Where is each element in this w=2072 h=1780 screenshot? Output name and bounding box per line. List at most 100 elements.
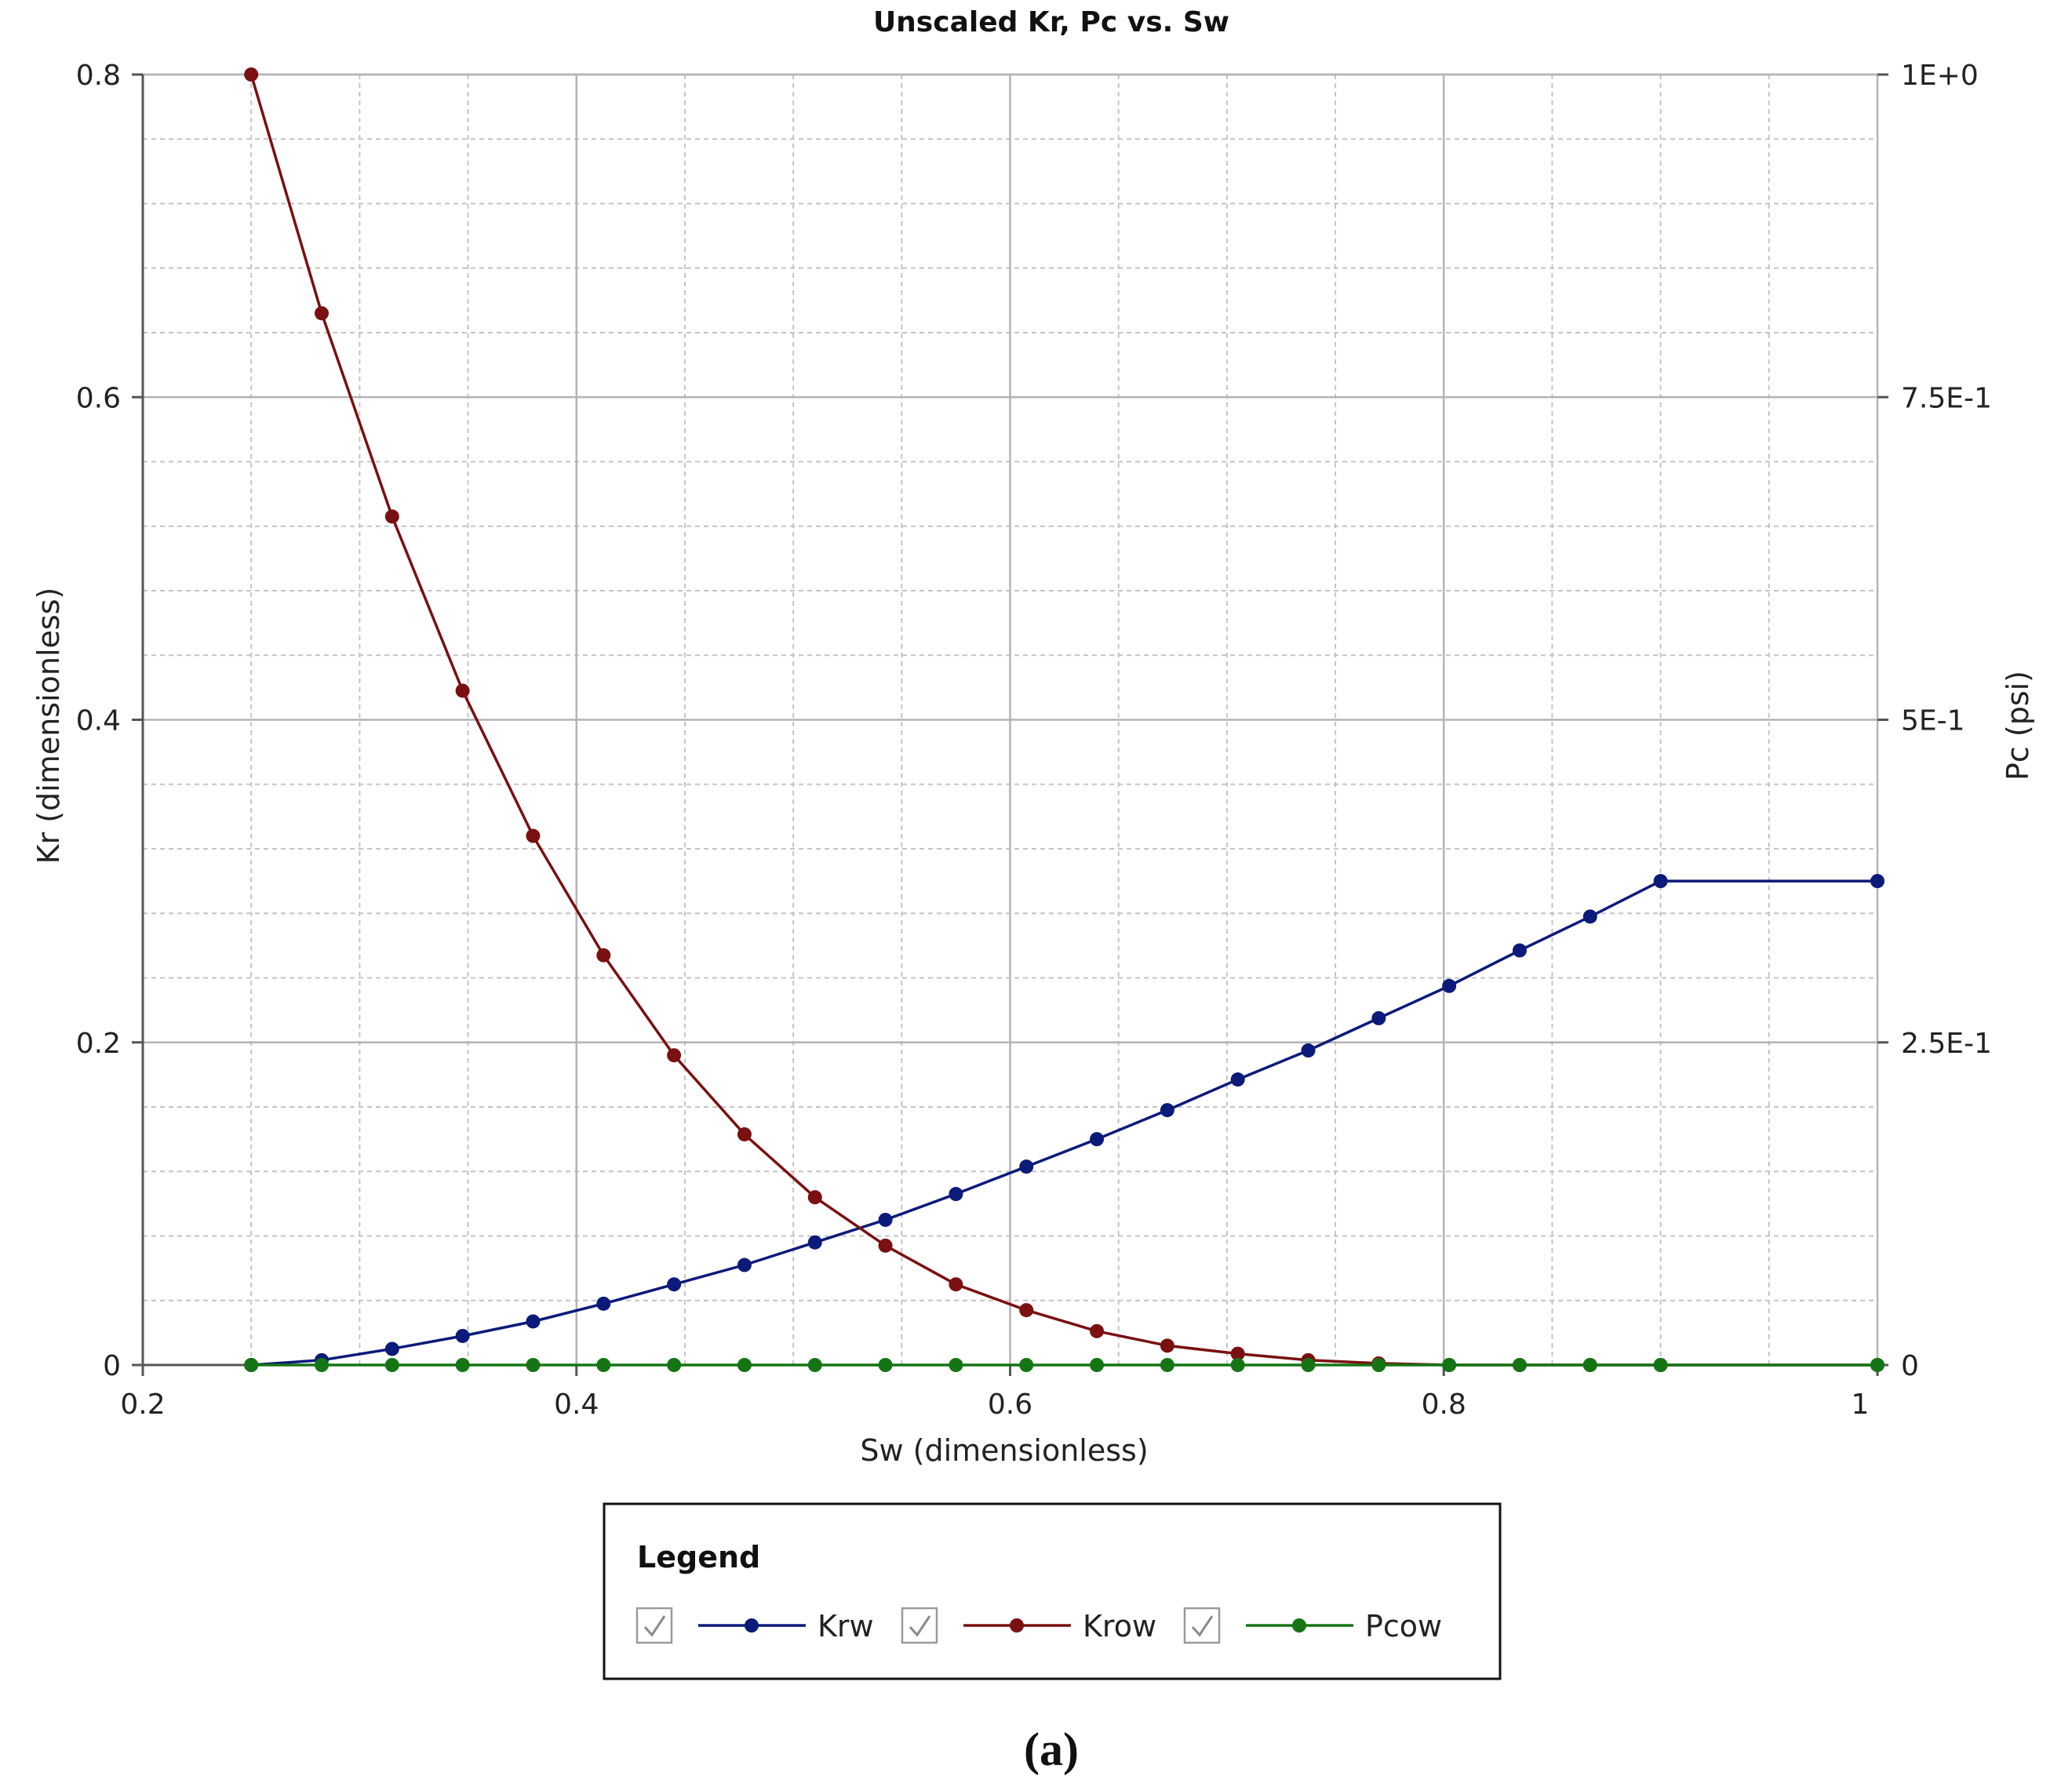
y-tick-label: 0.8 (76, 60, 121, 92)
series-layer (244, 67, 1884, 1372)
checkmark-icon (643, 1615, 666, 1637)
data-point-krow (244, 67, 259, 82)
data-point-krw (455, 1328, 470, 1343)
data-point-pcow (384, 1358, 399, 1372)
data-point-pcow (1090, 1358, 1105, 1372)
data-point-krw (596, 1296, 611, 1311)
legend-swatch-marker-krw (745, 1618, 759, 1633)
data-point-krw (949, 1187, 963, 1202)
y2-tick-label: 5E-1 (1901, 705, 1965, 737)
data-point-krw (1870, 874, 1884, 889)
legend-items: Krw Krow Pcow (635, 1607, 1442, 1644)
legend-item-krow[interactable]: Krow (901, 1607, 1156, 1644)
legend-checkbox-pcow[interactable] (1183, 1607, 1221, 1644)
data-point-pcow (1019, 1358, 1034, 1372)
data-point-krow (315, 306, 330, 321)
y2-tick-label: 0 (1901, 1350, 1919, 1382)
y2-axis-title: Pc (psi) (2001, 671, 2035, 781)
legend-item-pcow[interactable]: Pcow (1183, 1607, 1442, 1644)
data-point-pcow (455, 1358, 470, 1372)
legend-label-pcow: Pcow (1365, 1609, 1442, 1643)
y-tick-label: 0.4 (76, 705, 121, 737)
legend-box (603, 1502, 1502, 1680)
y-axis-title: Kr (dimensionless) (31, 588, 66, 865)
grid (143, 73, 1879, 1365)
data-point-pcow (1371, 1358, 1386, 1372)
data-point-krow (384, 509, 399, 524)
data-point-krw (1019, 1159, 1034, 1174)
data-point-pcow (244, 1358, 259, 1372)
checkmark-icon (909, 1615, 931, 1637)
checkmark-icon (1191, 1615, 1214, 1637)
legend-checkbox-krow[interactable] (901, 1607, 938, 1644)
data-point-pcow (596, 1358, 611, 1372)
data-point-krw (1653, 874, 1668, 889)
legend: Legend Krw Krow Pcow (603, 1502, 1502, 1680)
data-point-pcow (1870, 1358, 1884, 1372)
data-point-krow (596, 948, 611, 963)
data-point-pcow (1230, 1358, 1245, 1372)
y2-tick-label: 7.5E-1 (1901, 382, 1992, 414)
data-point-krow (949, 1277, 963, 1292)
data-point-krw (1442, 978, 1457, 993)
chart-title: Unscaled Kr, Pc vs. Sw (873, 6, 1229, 38)
x-tick-label: 0.6 (988, 1389, 1032, 1421)
data-point-pcow (1160, 1358, 1174, 1372)
data-point-krow (1160, 1338, 1174, 1353)
legend-swatch-marker-pcow (1292, 1618, 1306, 1633)
y-tick-label: 0.2 (76, 1028, 121, 1060)
y-tick-label: 0.6 (76, 382, 121, 414)
data-point-krw (667, 1277, 682, 1292)
data-point-pcow (526, 1358, 541, 1372)
data-point-krow (1019, 1303, 1034, 1318)
data-point-pcow (1582, 1358, 1597, 1372)
legend-title: Legend (637, 1540, 760, 1574)
data-point-krow (1090, 1323, 1105, 1338)
data-point-pcow (1512, 1358, 1527, 1372)
data-point-pcow (1301, 1358, 1316, 1372)
data-point-krow (1230, 1346, 1245, 1361)
data-point-krw (1512, 943, 1527, 958)
legend-label-krow: Krow (1083, 1609, 1156, 1643)
x-tick-label: 0.2 (120, 1389, 165, 1421)
data-point-krw (1230, 1072, 1245, 1087)
data-point-pcow (1442, 1358, 1457, 1372)
data-point-krw (1301, 1043, 1316, 1058)
data-point-krw (1371, 1010, 1386, 1025)
data-point-krw (807, 1235, 822, 1250)
data-point-pcow (315, 1358, 330, 1372)
data-point-krw (1160, 1103, 1174, 1118)
x-tick-label: 0.8 (1422, 1389, 1466, 1421)
legend-label-krw: Krw (818, 1609, 874, 1643)
data-point-krw (526, 1314, 541, 1329)
data-point-pcow (949, 1358, 963, 1372)
y2-tick-label: 2.5E-1 (1901, 1028, 1992, 1060)
data-point-krow (455, 683, 470, 698)
tick-labels: 0.2 0.4 0.6 0.8 100.20.40.60.802.5E-15E-17.5… (76, 60, 1992, 1421)
x-axis-title: Sw (dimensionless) (860, 1433, 1148, 1468)
legend-item-krw[interactable]: Krw (635, 1607, 874, 1644)
data-point-krow (807, 1190, 822, 1205)
data-point-pcow (667, 1358, 682, 1372)
y2-tick-label: 1E+0 (1901, 60, 1979, 92)
data-point-pcow (1653, 1358, 1668, 1372)
data-point-krw (384, 1341, 399, 1356)
data-point-krow (878, 1238, 893, 1253)
y-tick-label: 0 (103, 1350, 121, 1382)
data-point-krw (737, 1258, 752, 1272)
data-point-krow (737, 1127, 752, 1141)
data-point-krow (667, 1048, 682, 1063)
legend-checkbox-krw[interactable] (635, 1607, 673, 1644)
data-point-pcow (737, 1358, 752, 1372)
x-tick-label: 0.4 (554, 1389, 599, 1421)
x-tick-label: 1 (1852, 1389, 1870, 1421)
data-point-krw (878, 1212, 893, 1227)
data-point-krw (1090, 1132, 1105, 1147)
data-point-krow (526, 828, 541, 843)
data-point-pcow (878, 1358, 893, 1372)
figure-caption: (a) (1024, 1724, 1079, 1775)
legend-swatch-marker-krow (1010, 1618, 1024, 1633)
data-point-pcow (807, 1358, 822, 1372)
series-line-krw (251, 879, 1877, 1367)
